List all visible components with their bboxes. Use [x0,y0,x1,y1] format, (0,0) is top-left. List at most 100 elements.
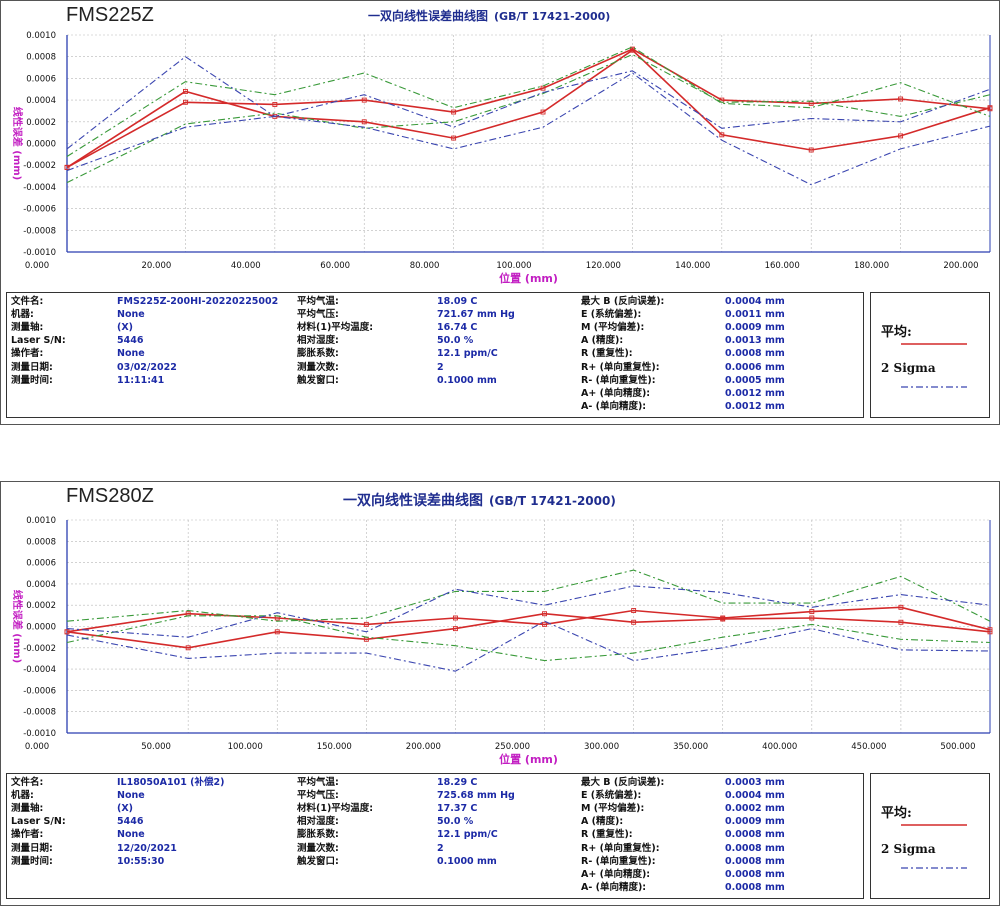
machine-name: FMS225Z [66,4,154,26]
info-label: R+ (单向重复性): [581,842,660,854]
data-point [987,629,993,635]
info-label: 文件名: [11,777,44,788]
info-label: 触发窗口: [297,855,339,867]
y-tick-label: 0.0006 [26,559,56,569]
info-label: R- (单向重复性): [581,374,656,386]
data-point [361,119,367,125]
x-tick-label: 80.000 [410,261,440,271]
series-line-mean [66,612,991,649]
info-label: 机器: [11,790,34,802]
info-value: 725.68 mm Hg [437,790,515,802]
info-value: 50.0 % [437,335,474,347]
data-point [631,619,637,625]
info-label: Laser S/N: [11,335,66,347]
chart-title-text: 一双向线性误差曲线图 [343,493,483,509]
data-point [540,109,546,115]
y-axis-label: 线性误差 (mm) [11,590,24,663]
info-label: 平均气温: [297,777,339,788]
info-label: 测量时间: [11,855,53,867]
data-point [987,105,993,111]
chart-title-text: 一双向线性误差曲线图 [368,9,489,23]
data-point [720,616,726,622]
x-tick-label: 350.000 [673,742,708,752]
info-label: R (重复性): [581,829,633,841]
error-chart: 0.0010 0.0008 0.0006 0.0004 0.0002 0.0000 -0.0… [11,516,993,766]
data-point [185,645,191,651]
y-tick-label: -0.0008 [23,226,56,236]
x-tick-label: 140.000 [675,261,710,271]
y-tick-label: 0.0008 [26,53,56,63]
chart-standard: (GB/T 17421-2000) [494,10,611,23]
x-tick-label: 40.000 [231,261,261,271]
measurement-info-table: 文件名: FMS225Z-200HI-20220225002 机器: None 测量轴:… [6,292,864,418]
info-label: 测量时间: [11,374,53,386]
panel-2: FMS280Z 一双向线性误差曲线图 (GB/T 17421-2000) 0.00… [0,481,1000,906]
y-tick-label: 0.0004 [26,96,56,106]
x-axis-label: 位置 (mm) [499,752,558,766]
y-tick-label: -0.0004 [23,665,56,675]
info-value: 0.0009 mm [725,816,785,828]
info-label: 平均气压: [297,790,339,802]
info-value: 0.0008 mm [725,868,785,880]
info-label: A+ (单向精度): [581,868,651,880]
info-value: 12/20/2021 [117,842,177,854]
y-tick-label: 0.0000 [26,623,56,633]
info-value: 18.09 C [437,296,478,307]
info-label: 测量日期: [11,842,53,854]
info-value: 2 [437,361,444,373]
info-label: E (系统偏差): [581,309,642,321]
info-value: 0.0004 mm [725,790,785,802]
info-label: 平均气压: [297,309,339,321]
data-point [629,47,635,53]
series-line-sigma-blue [66,620,991,672]
info-value: 12.1 ppm/C [437,348,498,360]
y-tick-label: -0.0010 [23,729,56,739]
info-value: 0.0008 mm [725,855,785,867]
info-label: A- (单向精度): [581,400,647,412]
series-line-sigma-green [66,615,991,662]
info-value: 5446 [117,816,144,828]
info-label: R- (单向重复性): [581,855,656,867]
info-value: 12.1 ppm/C [437,829,498,841]
info-label: 触发窗口: [297,374,339,386]
info-value: (X) [117,322,134,334]
info-label: M (平均偏差): [581,322,645,334]
data-point [452,626,458,632]
info-value: None [117,309,145,321]
info-value: 0.0013 mm [725,335,785,347]
info-label: 测量轴: [11,803,44,815]
y-tick-label: 0.0006 [26,74,56,84]
info-label: M (平均偏差): [581,803,645,815]
data-point [898,133,904,139]
x-tick-label: 450.000 [851,742,886,752]
info-label: 测量次数: [297,842,339,854]
info-label: 机器: [11,309,34,321]
info-label: 材料(1)平均温度: [297,803,374,815]
x-tick-label: 20.000 [142,261,172,271]
data-point [182,88,188,94]
data-point [809,615,815,621]
info-value: 16.74 C [437,322,478,334]
info-label: 膨胀系数: [297,829,339,841]
info-label: 平均气温: [297,296,339,307]
error-chart: 0.0010 0.0008 0.0006 0.0004 0.0002 0.0000 -0.0… [11,31,993,285]
machine-name: FMS280Z [66,485,154,507]
series-line-sigma-blue [66,585,991,638]
info-value: None [117,348,145,360]
data-point [898,604,904,610]
legend-mean-line [901,824,967,869]
series-line-mean [66,606,991,633]
data-point [808,147,814,153]
info-label: 相对湿度: [297,335,339,347]
info-value: 2 [437,842,444,854]
x-tick-label: 250.000 [495,742,530,752]
y-tick-label: 0.0004 [26,580,56,590]
info-label: 测量日期: [11,361,53,373]
data-point [898,619,904,625]
info-label: 操作者: [11,829,44,841]
x-tick-label: 200.000 [943,261,978,271]
y-tick-label: 0.0002 [26,118,56,128]
y-tick-label: 0.0000 [26,140,56,150]
series-line-mean [66,49,991,169]
y-tick-label: -0.0002 [23,644,56,654]
